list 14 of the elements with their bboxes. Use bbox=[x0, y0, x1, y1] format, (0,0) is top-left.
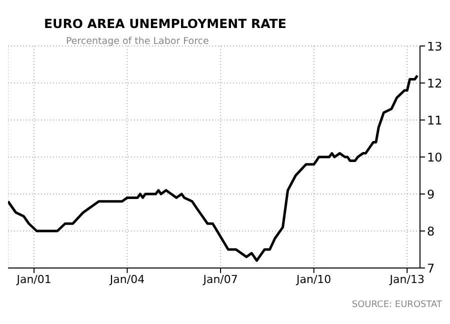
chart-title: EURO AREA UNEMPLOYMENT RATE bbox=[44, 16, 286, 31]
y-tick-label: 8 bbox=[427, 224, 435, 238]
x-tick-label: Jan/01 bbox=[16, 272, 52, 286]
y-tick-label: 9 bbox=[427, 187, 435, 202]
chart-subtitle: Percentage of the Labor Force bbox=[66, 36, 209, 47]
y-tick-label: 7 bbox=[427, 261, 435, 276]
y-tick-label: 10 bbox=[427, 150, 442, 164]
y-tick-label: 11 bbox=[427, 113, 442, 128]
x-tick-label: Jan/13 bbox=[388, 272, 424, 286]
y-tick-label: 12 bbox=[427, 76, 442, 90]
x-tick-label: Jan/07 bbox=[202, 272, 238, 286]
x-tick-label: Jan/04 bbox=[108, 272, 145, 286]
source-note: SOURCE: EUROSTAT bbox=[352, 300, 442, 310]
x-tick-label: Jan/10 bbox=[296, 272, 332, 286]
